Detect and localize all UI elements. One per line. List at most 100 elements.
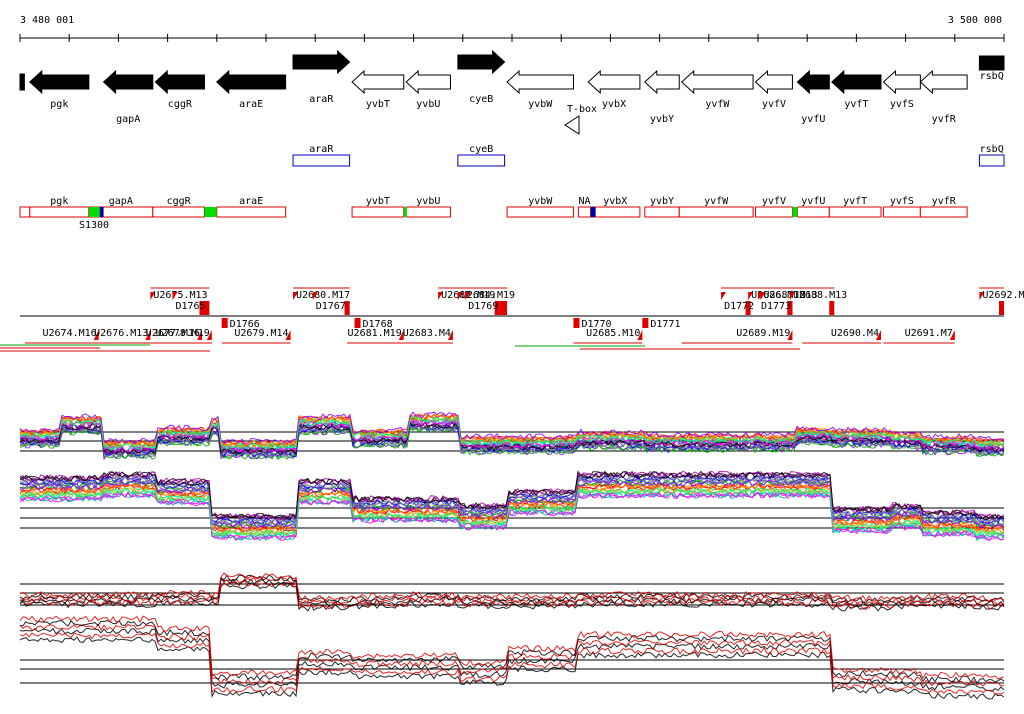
tu-marker [99, 207, 104, 217]
coordinate-ruler: 3 480 001 3 500 000 [19, 15, 1005, 42]
profile-panel-a-curve [19, 411, 1005, 445]
segment-lower-label: U2689.M19 [736, 328, 790, 339]
segment-upper-marker [979, 292, 985, 300]
blue-box-label-araR: araR [309, 144, 334, 155]
tu-box-pgk [29, 206, 90, 218]
segment-lower-marker [637, 330, 643, 340]
segment-lower-label: U2690.M4 [831, 328, 879, 339]
segment-upper-end [829, 301, 835, 315]
tu-box-yvfT [828, 206, 882, 218]
segment-upper-marker [293, 292, 299, 300]
gene-label-pgk: pgk [50, 99, 68, 110]
gene-arrow-yvfU [796, 69, 830, 95]
gene-label-araE: araE [239, 99, 263, 110]
profile-panel-a-curve [19, 417, 1005, 451]
segment-lower-marker [93, 330, 99, 340]
profile-panel-b-curve [19, 491, 1005, 542]
tu-label-yvfR: yvfR [932, 196, 957, 207]
tu-marker [792, 207, 798, 217]
segment-lower-label: D1768 [363, 319, 393, 330]
transcription-unit-track: S1300 pgk gapA cggR araE yvbT yvbU yvbW NA yvbX y… [19, 196, 968, 231]
segment-lower-label: U2677.M16 [146, 328, 200, 339]
gene-label-yvfR: yvfR [932, 114, 957, 125]
tu-box-cggR [152, 206, 205, 218]
expression-profiles [19, 411, 1005, 700]
gene-arrow-gapA [102, 69, 154, 95]
profile-panel-d-curve [19, 620, 1005, 685]
profile-panel-b-curve [19, 475, 1005, 525]
gene-arrow-yvbT [351, 69, 405, 95]
segment-upper-end [494, 301, 500, 315]
segment-lower-marker [787, 330, 793, 340]
gene-label-cggR: cggR [168, 99, 193, 110]
profile-panel-c-curve [19, 582, 1005, 612]
gene-label-yvfT: yvfT [844, 99, 868, 110]
ruler-start-label: 3 480 001 [20, 15, 74, 26]
segment-upper-marker [465, 292, 471, 300]
profile-panel-c-curve [19, 576, 1005, 606]
gene-arrow-araR [292, 49, 351, 75]
segment-upper-end [999, 301, 1004, 315]
profile-panel-a-curve [19, 416, 1005, 451]
tu-label-gapA: gapA [109, 196, 133, 207]
segment-upper-label: U2688.M13 [793, 290, 847, 301]
gene-arrow-yvbX [587, 69, 641, 95]
gene-label-yvbU: yvbU [416, 99, 440, 110]
tu-box-start [19, 206, 31, 218]
tu-box-araE [216, 206, 287, 218]
blue-box-label-cyeB: cyeB [469, 144, 493, 155]
profile-panel-d-curve [19, 632, 1005, 695]
segment-upper-end [199, 301, 205, 315]
profile-panel-a-curve [19, 413, 1005, 447]
segment-lower-label: U2678.M19 [156, 328, 210, 339]
segment-upper-end [344, 301, 350, 315]
profile-panel-d-curve [19, 623, 1005, 687]
gene-label-yvfS: yvfS [890, 99, 914, 110]
segment-track: U2675.M13D1765U2680.M17D1767U2682.M19U26… [0, 287, 1024, 352]
segment-upper-label: D1765 [175, 301, 205, 312]
blue-box-label-rsbQ: rsbQ [980, 144, 1004, 155]
segment-upper-label: D1769 [468, 301, 498, 312]
profile-panel-a-curve [20, 426, 1005, 460]
gene-label-yvbT: yvbT [366, 99, 390, 110]
gene-arrow-yvfV [754, 69, 793, 95]
segment-lower-marker [285, 330, 291, 340]
tu-label-yvbT: yvbT [366, 196, 390, 207]
tu-box-yvbU [405, 206, 451, 218]
ruler-ticks [19, 34, 1005, 42]
tu-box-yvbW [506, 206, 574, 218]
gene-arrow-yvfS [882, 69, 921, 95]
segment-upper-marker [150, 292, 156, 300]
segment-lower-label: U2674.M16 [42, 328, 96, 339]
segment-upper-marker [748, 292, 754, 300]
profile-panel-c-curve [19, 572, 1005, 602]
blue-feature-track: araR cyeB rsbQ [292, 144, 1005, 167]
gene-label-yvbY: yvbY [650, 114, 674, 125]
segment-lower-label: D1770 [581, 319, 611, 330]
tu-marker [403, 207, 407, 217]
gene-label-gapA: gapA [116, 114, 140, 125]
segment-upper-end [745, 301, 751, 315]
segment-upper-marker [172, 292, 178, 300]
gene-label-yvbX: yvbX [602, 99, 626, 110]
segment-upper-label: U2686.M13 [751, 290, 805, 301]
ruler-end-label: 3 500 000 [948, 15, 1002, 26]
profile-panel-c-curve [19, 580, 1005, 610]
segment-upper-end [787, 301, 793, 315]
segment-upper-label: D1772 [724, 301, 754, 312]
segment-lower-label: U2676.M13 [94, 328, 148, 339]
segment-lower-label: U2679.M14 [234, 328, 288, 339]
segment-lower-marker [949, 330, 955, 340]
segment-lower-label: U2691.M7 [905, 328, 953, 339]
gene-arrow-start [19, 73, 25, 91]
blue-box-araR [292, 154, 351, 167]
gene-arrow-yvbY [644, 69, 680, 95]
tu-box-yvfR [919, 206, 968, 218]
tu-label-yvbW: yvbW [528, 196, 553, 207]
tu-label-yvbU: yvbU [416, 196, 440, 207]
gene-label-yvfU: yvfU [801, 114, 825, 125]
tu-box-yvbY [644, 206, 680, 218]
gene-arrow-cyeB [457, 49, 506, 75]
segment-upper-marker [312, 292, 318, 300]
